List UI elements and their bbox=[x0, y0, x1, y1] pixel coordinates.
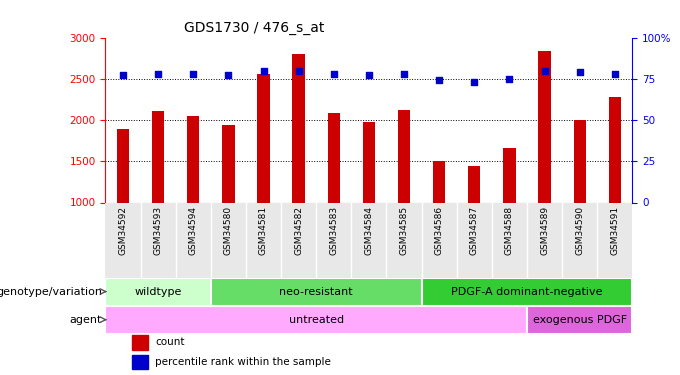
Text: GSM34582: GSM34582 bbox=[294, 206, 303, 255]
Bar bbox=[527, 306, 632, 334]
Bar bbox=[503, 148, 515, 202]
Text: GSM34587: GSM34587 bbox=[470, 206, 479, 255]
Text: untreated: untreated bbox=[288, 315, 344, 325]
Text: GSM34589: GSM34589 bbox=[540, 206, 549, 255]
Text: GSM34585: GSM34585 bbox=[400, 206, 409, 255]
Bar bbox=[105, 278, 211, 306]
Bar bbox=[211, 278, 422, 306]
Text: GSM34592: GSM34592 bbox=[118, 206, 127, 255]
Point bbox=[434, 77, 445, 83]
Text: wildtype: wildtype bbox=[135, 286, 182, 297]
Point bbox=[188, 71, 199, 77]
Text: GSM34591: GSM34591 bbox=[611, 206, 619, 255]
Bar bbox=[433, 161, 445, 202]
Point bbox=[398, 71, 409, 77]
Point bbox=[293, 68, 304, 74]
Text: PDGF-A dominant-negative: PDGF-A dominant-negative bbox=[452, 286, 602, 297]
Bar bbox=[132, 355, 148, 369]
Point bbox=[504, 76, 515, 82]
Text: GSM34581: GSM34581 bbox=[259, 206, 268, 255]
Text: GSM34588: GSM34588 bbox=[505, 206, 514, 255]
Text: GSM34594: GSM34594 bbox=[189, 206, 198, 255]
Point bbox=[258, 68, 269, 74]
Text: GSM34586: GSM34586 bbox=[435, 206, 443, 255]
Point bbox=[118, 72, 129, 78]
Text: percentile rank within the sample: percentile rank within the sample bbox=[156, 357, 331, 367]
Bar bbox=[422, 278, 632, 306]
Text: count: count bbox=[156, 338, 185, 347]
Bar bbox=[328, 113, 340, 202]
Bar bbox=[152, 111, 165, 202]
Bar bbox=[362, 122, 375, 202]
Point bbox=[363, 72, 374, 78]
Text: GSM34580: GSM34580 bbox=[224, 206, 233, 255]
Text: agent: agent bbox=[69, 315, 102, 325]
Point bbox=[539, 68, 550, 74]
Bar bbox=[292, 54, 305, 202]
Bar bbox=[539, 51, 551, 202]
Bar bbox=[222, 124, 235, 202]
Text: GSM34584: GSM34584 bbox=[364, 206, 373, 255]
Text: exogenous PDGF: exogenous PDGF bbox=[532, 315, 627, 325]
Point bbox=[223, 72, 234, 78]
Text: GSM34590: GSM34590 bbox=[575, 206, 584, 255]
Bar bbox=[187, 116, 199, 202]
Text: GSM34593: GSM34593 bbox=[154, 206, 163, 255]
Bar bbox=[117, 129, 129, 203]
Bar bbox=[468, 166, 481, 202]
Text: GSM34583: GSM34583 bbox=[329, 206, 338, 255]
Text: neo-resistant: neo-resistant bbox=[279, 286, 353, 297]
Point bbox=[609, 71, 620, 77]
Point bbox=[328, 71, 339, 77]
Text: genotype/variation: genotype/variation bbox=[0, 286, 102, 297]
Bar bbox=[257, 74, 270, 202]
Text: GDS1730 / 476_s_at: GDS1730 / 476_s_at bbox=[184, 21, 325, 35]
Point bbox=[469, 79, 479, 85]
Point bbox=[574, 69, 585, 75]
Bar bbox=[105, 306, 527, 334]
Bar bbox=[398, 110, 410, 202]
Point bbox=[152, 71, 163, 77]
Bar bbox=[132, 335, 148, 350]
Bar bbox=[573, 120, 586, 202]
Bar bbox=[609, 97, 621, 202]
